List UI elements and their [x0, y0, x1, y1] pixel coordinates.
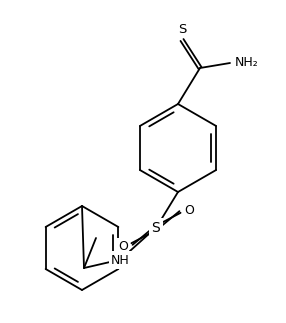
- Text: O: O: [184, 203, 194, 216]
- Text: NH₂: NH₂: [235, 57, 259, 69]
- Text: NH: NH: [111, 254, 129, 266]
- Text: O: O: [118, 239, 128, 253]
- Text: S: S: [152, 221, 160, 235]
- Text: S: S: [178, 23, 186, 36]
